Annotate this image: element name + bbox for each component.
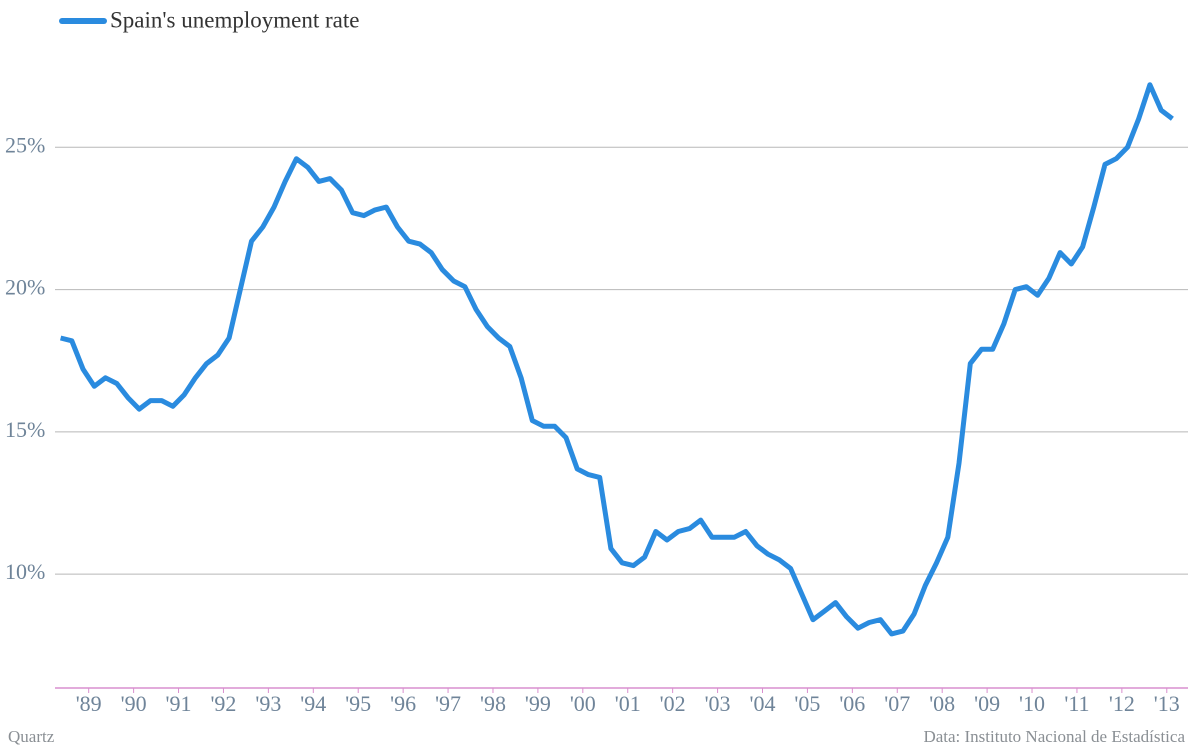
x-tick-label: '06 [839,691,865,716]
x-tick-label: '89 [76,691,102,716]
x-tick-label: '08 [929,691,955,716]
x-tick-label: '99 [525,691,551,716]
source: Quartz [8,727,55,746]
note: Data: Instituto Nacional de Estadística [923,727,1185,746]
x-tick-label: '12 [1109,691,1135,716]
x-tick-label: '92 [210,691,236,716]
x-tick-label: '10 [1019,691,1045,716]
x-tick-label: '96 [390,691,416,716]
series-line [59,82,1174,637]
x-tick-label: '07 [884,691,910,716]
legend-label: Spain's unemployment rate [110,7,359,32]
x-tick-label: '02 [660,691,686,716]
x-tick-label: '97 [435,691,461,716]
y-tick-label: 20% [5,275,45,300]
x-tick-label: '01 [615,691,641,716]
x-tick-label: '05 [794,691,820,716]
y-tick-label: 10% [5,559,45,584]
x-tick-label: '98 [480,691,506,716]
x-tick-label: '94 [300,691,326,716]
y-tick-label: 15% [5,417,45,442]
x-tick-label: '00 [570,691,596,716]
x-tick-label: '09 [974,691,1000,716]
x-tick-label: '03 [705,691,731,716]
x-tick-label: '93 [255,691,281,716]
x-tick-label: '11 [1064,691,1089,716]
x-tick-label: '95 [345,691,371,716]
x-tick-label: '90 [121,691,147,716]
x-tick-label: '04 [750,691,776,716]
x-tick-label: '13 [1154,691,1180,716]
x-tick-label: '91 [166,691,192,716]
y-tick-label: 25% [5,132,45,157]
